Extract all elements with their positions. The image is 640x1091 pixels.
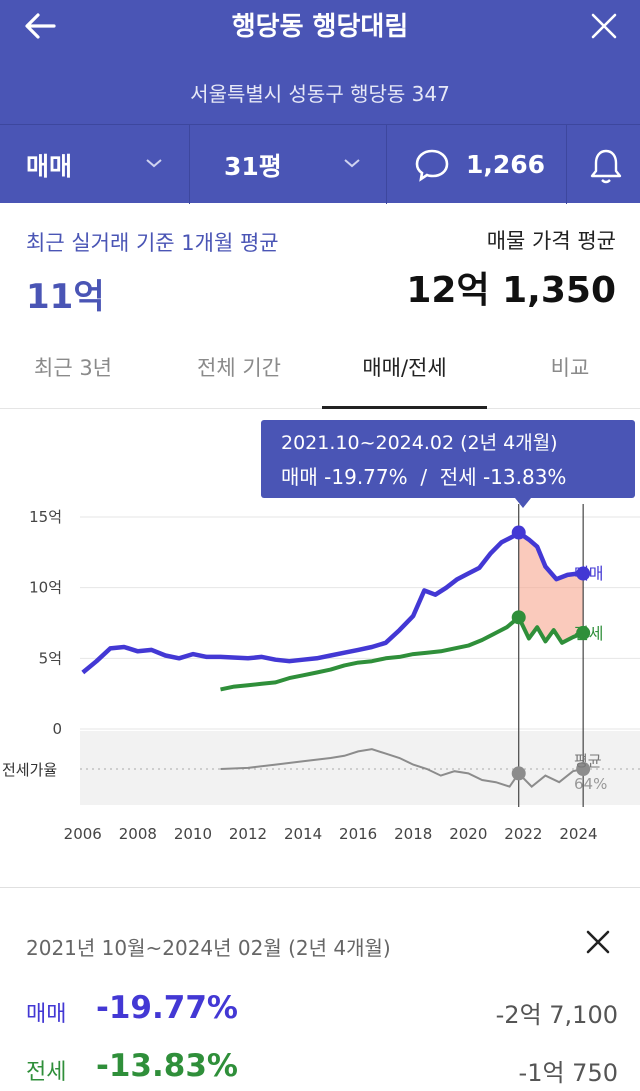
range-tooltip: 2021.10~2024.02 (2년 4개월) 매매 -19.77% / 전세…	[261, 420, 635, 508]
y-tick-label: 5억	[39, 649, 62, 667]
price-chart[interactable]: 15억 10억 5억 0 2006 2008 2010 2012 2014 2016 2018 20…	[0, 409, 640, 887]
listing-average-label: 매물 가격 평균	[486, 229, 616, 253]
jeonse-row-label: 전세	[26, 1060, 67, 1085]
x-tick-label: 2020	[449, 825, 487, 843]
price-chart-svg: 15억 10억 5억 0 2006 2008 2010 2012 2014 2016 2018 20…	[2, 420, 640, 843]
jeonse-row-percent: -13.83%	[96, 1048, 238, 1084]
speech-bubble-icon	[415, 149, 449, 182]
ratio-end-title: 평균	[574, 752, 602, 770]
trade-type-value: 매매	[26, 151, 73, 181]
jeonse-point[interactable]	[511, 610, 526, 625]
tooltip-box	[261, 420, 635, 498]
tab-compare[interactable]: 비교	[550, 356, 590, 380]
tooltip-changes: 매매 -19.77% / 전세 -13.83%	[281, 465, 566, 489]
sale-row-percent: -19.77%	[96, 990, 238, 1026]
jeonse-end-label: 전세	[574, 624, 603, 643]
ratio-point[interactable]	[576, 762, 591, 776]
ratio-end-value: 64%	[574, 775, 607, 793]
price-summary: 최근 실거래 기준 1개월 평균 11억 매물 가격 평균 12억 1,350	[0, 203, 640, 333]
y-tick-label: 10억	[29, 579, 62, 597]
tab-sale-jeonse[interactable]: 매매/전세	[322, 333, 487, 409]
x-tick-label: 2006	[64, 825, 102, 843]
tooltip-period: 2021.10~2024.02 (2년 4개월)	[281, 432, 558, 454]
recent-average-value: 11억	[26, 277, 105, 317]
x-tick-label: 2018	[394, 825, 432, 843]
jeonse-row-amount: -1억 750	[518, 1059, 618, 1087]
x-tick-label: 2022	[504, 825, 542, 843]
jeonse-point[interactable]	[576, 625, 591, 640]
x-tick-label: 2010	[174, 825, 212, 843]
close-icon[interactable]	[586, 8, 622, 44]
ratio-line	[220, 748, 584, 788]
x-tick-label: 2016	[339, 825, 377, 843]
close-icon[interactable]	[584, 928, 612, 956]
y-tick-label: 15억	[29, 508, 62, 526]
chevron-down-icon[interactable]	[144, 155, 164, 171]
x-tick-label: 2024	[559, 825, 597, 843]
divider	[566, 125, 567, 204]
divider	[386, 125, 387, 204]
highlight-area	[518, 532, 584, 643]
sale-line	[81, 530, 584, 675]
address-text: 서울특별시 성동구 행당동 347	[190, 82, 450, 106]
sale-row-amount: -2억 7,100	[495, 1001, 618, 1029]
x-tick-label: 2014	[284, 825, 322, 843]
back-arrow-icon[interactable]	[20, 8, 60, 44]
detail-period: 2021년 10월~2024년 02월 (2년 4개월)	[26, 936, 391, 960]
x-tick-label: 2008	[119, 825, 157, 843]
ratio-point[interactable]	[511, 766, 526, 781]
selector-row: 매매 31평 1,266	[0, 124, 640, 204]
range-detail-panel: 2021년 10월~2024년 02월 (2년 4개월) 매매 -19.77% …	[0, 887, 640, 1091]
tab-all-period[interactable]: 전체 기간	[197, 356, 281, 380]
comments-button[interactable]: 1,266	[412, 125, 545, 204]
bell-icon[interactable]	[588, 147, 624, 185]
sale-point[interactable]	[576, 566, 591, 581]
tab-recent-3y[interactable]: 최근 3년	[34, 356, 112, 380]
y-tick-label: 0	[52, 720, 62, 738]
page-title: 행당동 행당대림	[231, 12, 409, 42]
chevron-down-icon[interactable]	[342, 155, 362, 171]
sale-row-label: 매매	[26, 1002, 67, 1027]
x-tick-label: 2012	[229, 825, 267, 843]
recent-average-label: 최근 실거래 기준 1개월 평균	[26, 231, 279, 255]
trade-type-select[interactable]: 매매	[26, 125, 72, 204]
ratio-axis-label: 전세가율	[2, 761, 57, 779]
comment-count: 1,266	[466, 150, 546, 179]
sale-point[interactable]	[511, 525, 526, 540]
sale-end-label: 매매	[574, 564, 603, 583]
ratio-band	[80, 731, 640, 805]
area-select[interactable]: 31평	[224, 125, 282, 204]
period-tabs: 최근 3년 전체 기간 매매/전세 비교	[0, 333, 640, 409]
tooltip-arrow	[515, 498, 531, 508]
jeonse-line	[220, 615, 584, 692]
area-value: 31평	[224, 151, 282, 181]
divider	[189, 125, 190, 204]
listing-average-value: 12억 1,350	[406, 270, 616, 311]
title-bar: 행당동 행당대림	[0, 0, 640, 52]
app-header: 행당동 행당대림 서울특별시 성동구 행당동 347 매매 31평 1,266	[0, 0, 640, 204]
